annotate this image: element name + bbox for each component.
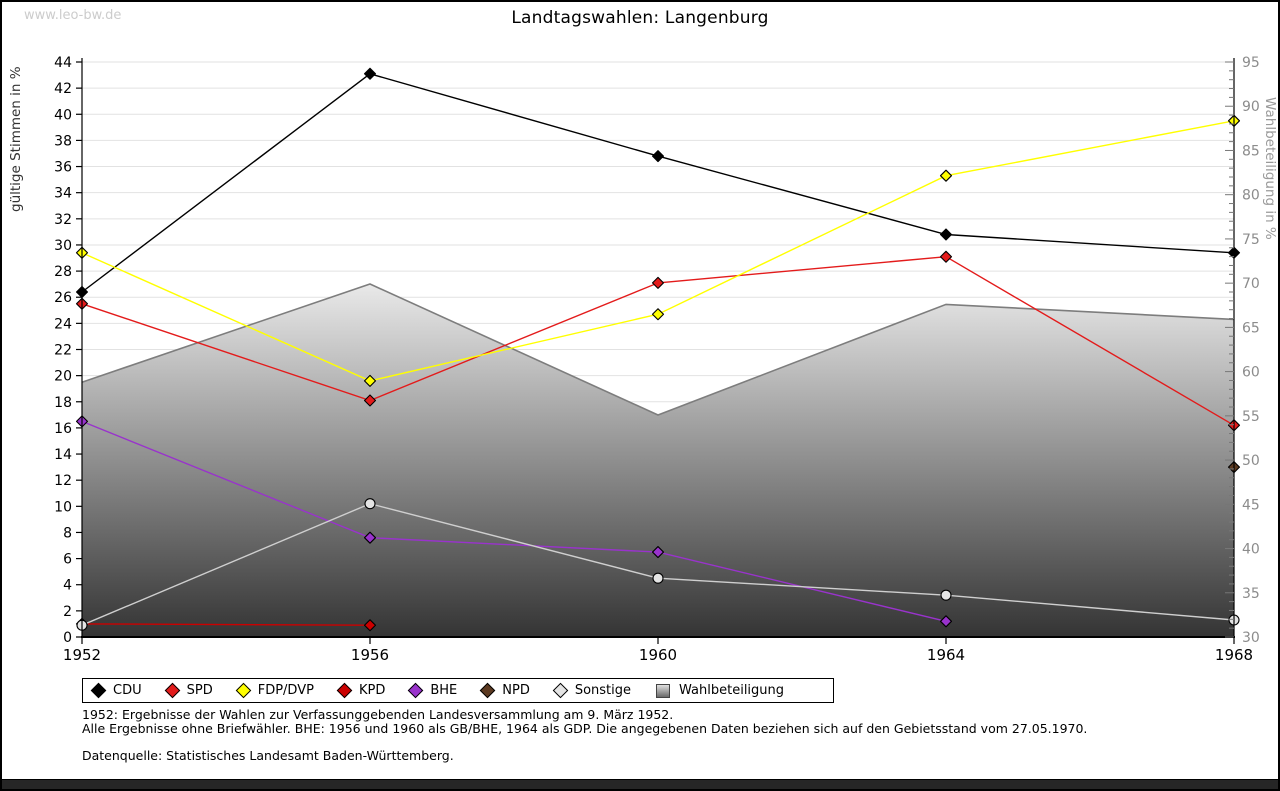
y-right-tick-label: 70 [1242, 276, 1260, 292]
data-source-note: Datenquelle: Statistisches Landesamt Bad… [82, 748, 454, 763]
y-left-tick-label: 2 [63, 604, 72, 620]
y-left-tick-label: 22 [54, 343, 72, 359]
y-left-tick-label: 42 [54, 81, 72, 97]
y-left-tick-label: 40 [54, 107, 72, 123]
legend-label: FDP/DVP [257, 683, 314, 698]
legend-item-npd: NPD [479, 682, 530, 699]
x-tick-label: 1952 [63, 646, 101, 664]
site-watermark: www.leo-bw.de [24, 8, 122, 23]
chart-legend: CDU SPD FDP/DVP KPD BHE NPD Sonstige Wahlbeteil… [82, 678, 834, 703]
y-left-tick-label: 14 [54, 447, 72, 463]
x-tick-label: 1968 [1215, 646, 1253, 664]
legend-label: SPD [186, 683, 213, 698]
y-left-tick-label: 18 [54, 395, 72, 411]
legend-item-wahlbeteiligung: Wahlbeteiligung [656, 683, 784, 698]
y-left-tick-label: 44 [54, 55, 72, 71]
data-point-spd-1964 [939, 250, 953, 263]
y-right-tick-label: 60 [1242, 365, 1260, 381]
legend-label: Sonstige [574, 683, 632, 698]
legend-marker-icon [408, 682, 424, 699]
legend-item-sonstige: Sonstige [552, 682, 632, 699]
footnote-line-1: 1952: Ergebnisse der Wahlen zur Verfassu… [82, 707, 674, 722]
data-point-sonstige-1956 [364, 498, 376, 510]
y-left-tick-label: 32 [54, 212, 72, 228]
y-right-tick-label: 85 [1242, 143, 1260, 159]
data-point-spd-1960 [651, 276, 665, 289]
legend-marker-icon [656, 683, 671, 698]
data-point-kpd-1956 [363, 619, 377, 632]
series-line-cdu [81, 73, 1235, 293]
legend-marker-icon [552, 682, 569, 699]
legend-marker-icon [90, 682, 107, 699]
data-point-fdpdvp-1956 [363, 374, 377, 387]
y-right-tick-label: 95 [1242, 55, 1260, 71]
x-tick-label: 1964 [927, 646, 965, 664]
y-right-tick-label: 80 [1242, 188, 1260, 204]
area-border-wahlbeteiligung [81, 283, 1235, 416]
data-point-sonstige-1964 [940, 589, 952, 601]
y-left-tick-label: 26 [54, 290, 72, 306]
legend-label: CDU [113, 683, 142, 698]
y-left-tick-label: 20 [54, 369, 72, 385]
y-right-tick-label: 50 [1242, 453, 1260, 469]
data-point-sonstige-1960 [652, 572, 664, 584]
y-right-tick-label: 75 [1242, 232, 1260, 248]
legend-marker-icon [479, 682, 496, 699]
window-bottom-bar [2, 779, 1278, 789]
data-point-fdpdvp-1960 [651, 308, 665, 321]
y-right-tick-label: 40 [1242, 542, 1260, 558]
data-point-cdu-1956 [363, 67, 377, 80]
legend-label: KPD [358, 683, 386, 698]
y-left-tick-label: 10 [54, 499, 72, 515]
chart-canvas: 0246810121416182022242628303234363840424… [8, 55, 1278, 664]
y-left-tick-label: 8 [63, 525, 72, 541]
y-left-tick-label: 0 [63, 630, 72, 646]
legend-item-cdu: CDU [90, 682, 142, 699]
legend-item-kpd: KPD [336, 682, 386, 699]
y-left-tick-label: 6 [63, 552, 72, 568]
legend-label: Wahlbeteiligung [679, 683, 785, 698]
x-tick-label: 1960 [639, 646, 677, 664]
y-left-tick-label: 24 [54, 316, 72, 332]
data-point-spd-1956 [363, 394, 377, 407]
y-axis-right-title: Wahlbeteiligung in % [1262, 97, 1278, 240]
y-left-tick-label: 30 [54, 238, 72, 254]
y-right-tick-label: 90 [1242, 99, 1260, 115]
data-point-cdu-1960 [651, 150, 665, 163]
y-right-tick-label: 55 [1242, 409, 1260, 425]
legend-item-spd: SPD [164, 682, 213, 699]
y-left-tick-label: 28 [54, 264, 72, 280]
data-point-bhe-1956 [363, 531, 377, 544]
data-point-bhe-1964 [939, 615, 953, 628]
y-right-tick-label: 35 [1242, 586, 1260, 602]
y-right-tick-label: 45 [1242, 497, 1260, 513]
legend-marker-icon [336, 682, 353, 699]
y-left-tick-label: 16 [54, 421, 72, 437]
chart-title: Landtagswahlen: Langenburg [511, 8, 769, 28]
y-left-tick-label: 12 [54, 473, 72, 489]
legend-item-fdpdvp: FDP/DVP [235, 682, 314, 699]
legend-label: NPD [502, 683, 530, 698]
y-axis-left-title: gültige Stimmen in % [8, 66, 24, 212]
legend-label: BHE [430, 683, 458, 698]
data-point-fdpdvp-1964 [939, 169, 953, 182]
legend-marker-icon [235, 682, 251, 699]
y-right-tick-label: 65 [1242, 320, 1260, 336]
y-left-tick-label: 4 [63, 578, 72, 594]
y-right-tick-label: 30 [1242, 630, 1260, 646]
y-left-tick-label: 36 [54, 160, 72, 176]
data-point-bhe-1960 [651, 546, 665, 559]
y-left-tick-label: 34 [54, 186, 72, 202]
series-line-kpd [81, 623, 371, 626]
x-tick-label: 1956 [351, 646, 389, 664]
legend-marker-icon [164, 682, 180, 699]
y-left-tick-label: 38 [54, 133, 72, 149]
footnote-line-2: Alle Ergebnisse ohne Briefwähler. BHE: 1… [82, 720, 1088, 736]
data-point-cdu-1964 [939, 228, 953, 241]
legend-item-bhe: BHE [408, 682, 458, 699]
area-wahlbeteiligung [82, 284, 1234, 637]
chart-footnotes: 1952: Ergebnisse der Wahlen zur Verfassu… [82, 708, 1202, 763]
